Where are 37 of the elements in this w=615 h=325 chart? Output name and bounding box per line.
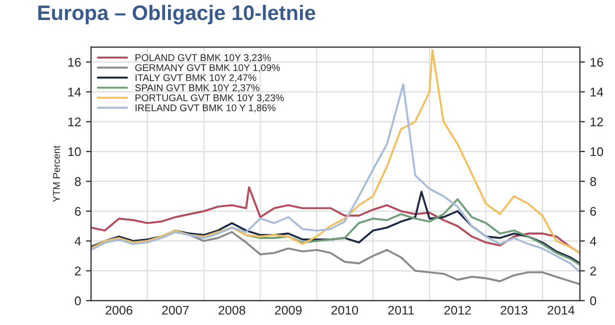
- y-tick-label: 0: [74, 296, 81, 306]
- y-tick-label: 16: [68, 58, 81, 67]
- y-tick-label: 10: [68, 147, 81, 156]
- y-tick-label: 2: [74, 266, 81, 276]
- x-tick-label: 2010: [331, 306, 358, 315]
- y2-tick-label: 16: [590, 58, 604, 67]
- y-tick-label: 12: [68, 117, 81, 126]
- x-tick-label: 2007: [162, 306, 189, 315]
- y2-tick-label: 6: [590, 206, 596, 216]
- y2-tick-label: 0: [590, 296, 596, 306]
- y-tick-label: 14: [68, 88, 81, 96]
- line-series: [91, 49, 580, 254]
- y-axis-title: YTM Percent: [53, 146, 60, 202]
- legend-label: GERMANY GVT BMK 10Y 1,09%: [135, 64, 280, 72]
- y2-tick-label: 10: [590, 147, 604, 156]
- line-series: [91, 83, 580, 274]
- x-tick-label: 2012: [444, 306, 471, 315]
- y2-tick-label: 12: [590, 117, 603, 126]
- x-tick-label: 2006: [106, 306, 132, 315]
- legend-label: PORTUGAL GVT BMK 10Y 3,23%: [136, 94, 284, 102]
- y2-tick-label: 14: [590, 88, 604, 96]
- x-tick-label: 2009: [275, 306, 302, 315]
- legend-label: IRELAND GVT BMK 10 Y 1,86%: [136, 104, 276, 112]
- legend-label: ITALY GVT BMK 10Y 2,47%: [136, 74, 256, 82]
- y-tick-label: 6: [74, 206, 81, 216]
- y-tick-label: 8: [74, 177, 81, 186]
- x-tick-label: 2008: [218, 306, 246, 315]
- x-tick-label: 2014: [548, 306, 574, 315]
- y2-tick-label: 2: [590, 266, 596, 276]
- y2-tick-label: 8: [590, 177, 596, 186]
- y-tick-label: 4: [74, 236, 81, 246]
- legend-label: POLAND GVT BMK 10Y 3,23%: [136, 54, 271, 62]
- y2-tick-label: 4: [590, 236, 596, 246]
- x-tick-label: 2013: [500, 306, 528, 315]
- x-tick-label: 2011: [388, 306, 414, 315]
- chart-title: Europa – Obligacje 10-letnie: [38, 4, 316, 24]
- legend-label: SPAIN GVT BMK 10Y 2,37%: [135, 84, 260, 92]
